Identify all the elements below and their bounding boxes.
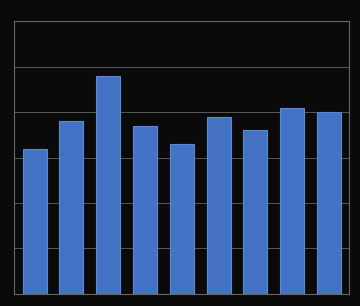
Bar (280, 108, 304, 294)
Bar (243, 130, 267, 294)
Bar (207, 117, 230, 294)
Bar (317, 112, 341, 294)
Bar (59, 121, 84, 294)
Bar (96, 76, 120, 294)
Bar (170, 144, 194, 294)
Bar (23, 148, 46, 294)
Bar (133, 126, 157, 294)
